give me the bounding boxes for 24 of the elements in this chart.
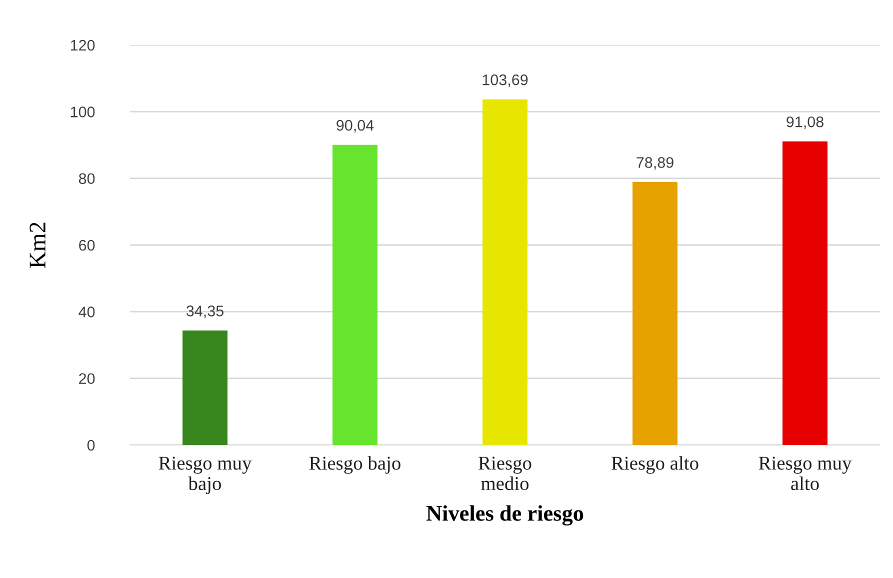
bar (782, 141, 828, 445)
data-label: 103,69 (482, 74, 528, 88)
y-tick-label: 100 (70, 106, 95, 118)
bar (632, 182, 678, 445)
x-tick-label: Riesgo muy bajo (158, 456, 252, 494)
data-label: 78,89 (636, 157, 674, 170)
y-tick-label: 20 (79, 373, 95, 384)
data-label: 34,35 (186, 306, 224, 318)
x-tick-label: Riesgo alto (612, 456, 698, 474)
y-tick-label: 0 (87, 440, 95, 451)
x-tick-label: Riesgo muy alto (758, 456, 852, 490)
bar (332, 144, 378, 445)
y-tick-label: 60 (79, 240, 95, 251)
data-label: 90,04 (336, 120, 374, 133)
bar (482, 99, 528, 445)
x-tick-label: Riesgo medio (478, 456, 532, 490)
y-tick-label: 40 (78, 306, 95, 318)
x-axis-title: Niveles de riesgo (426, 505, 584, 526)
y-axis-title: Km2 (30, 222, 46, 268)
y-tick-label: 120 (70, 40, 95, 51)
bar (182, 330, 228, 445)
x-tick-label: Riesgo bajo (309, 456, 400, 474)
y-tick-label: 80 (78, 173, 95, 184)
data-label: 91,08 (786, 116, 824, 130)
